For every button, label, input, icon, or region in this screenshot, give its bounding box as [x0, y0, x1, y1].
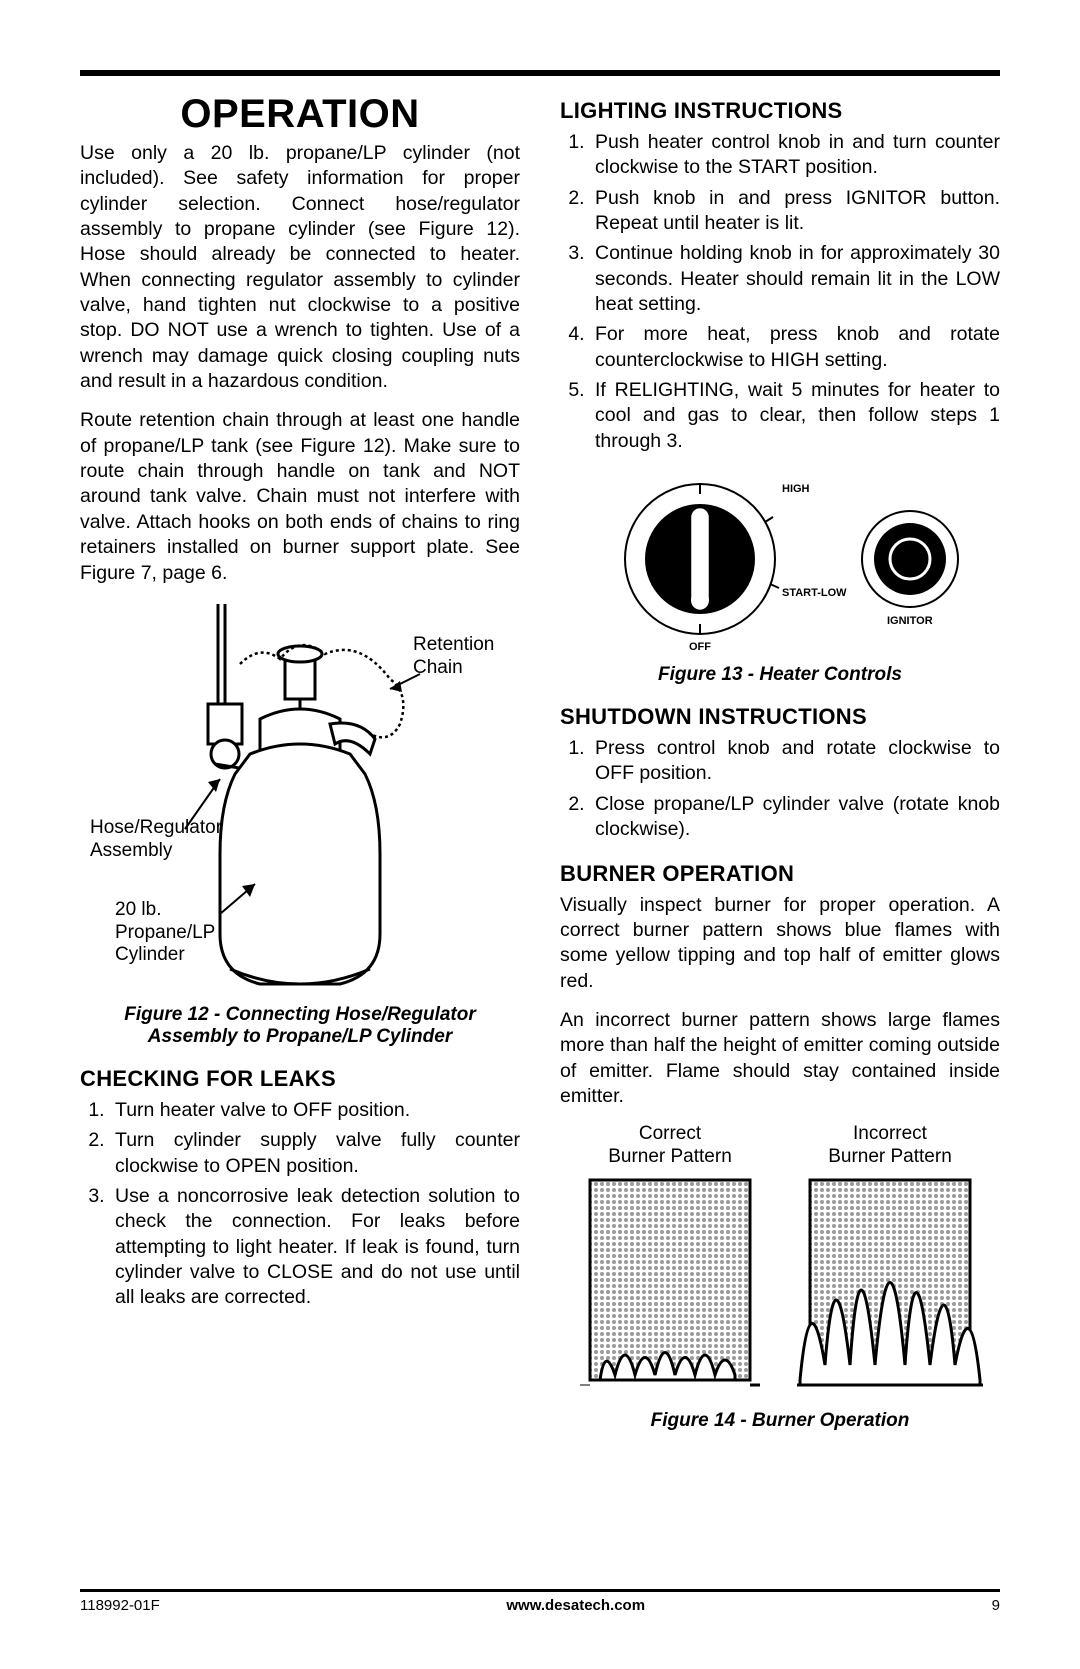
figure-13-caption: Figure 13 - Heater Controls	[560, 664, 1000, 686]
shutdown-item: Close propane/LP cylinder valve (rotate …	[590, 792, 1000, 843]
label-startlow: START-LOW	[782, 587, 847, 599]
label-retention-chain: RetentionChain	[413, 634, 494, 680]
page-footer: 118992-01F www.desatech.com 9	[80, 1589, 1000, 1614]
shutdown-list: Press control knob and rotate clockwise …	[560, 736, 1000, 842]
left-column: OPERATION Use only a 20 lb. propane/LP c…	[80, 92, 520, 1448]
lighting-item: If RELIGHTING, wait 5 minutes for heater…	[590, 378, 1000, 454]
intro-p1: Use only a 20 lb. propane/LP cylinder (n…	[80, 141, 520, 394]
label-hose-regulator: Hose/RegulatorAssembly	[90, 817, 222, 863]
correct-burner-diagram	[575, 1175, 765, 1395]
footer-pagenum: 9	[992, 1597, 1000, 1614]
figure-12-caption: Figure 12 - Connecting Hose/Regulator As…	[80, 1004, 520, 1048]
top-rule	[80, 70, 1000, 76]
lighting-item: Push knob in and press IGNITOR button. R…	[590, 186, 1000, 237]
leaks-item: Use a noncorrosive leak detection soluti…	[110, 1184, 520, 1311]
right-column: LIGHTING INSTRUCTIONS Push heater contro…	[560, 92, 1000, 1448]
heater-controls-diagram: HIGH START-LOW OFF IGNITOR	[570, 474, 990, 654]
incorrect-burner-diagram	[795, 1175, 985, 1395]
lighting-heading: LIGHTING INSTRUCTIONS	[560, 98, 1000, 124]
shutdown-heading: SHUTDOWN INSTRUCTIONS	[560, 704, 1000, 730]
lighting-item: For more heat, press knob and rotate cou…	[590, 322, 1000, 373]
figure-12: RetentionChain Hose/RegulatorAssembly 20…	[90, 604, 510, 994]
leaks-item: Turn cylinder supply valve fully counter…	[110, 1128, 520, 1179]
leaks-item: Turn heater valve to OFF position.	[110, 1098, 520, 1123]
leaks-list: Turn heater valve to OFF position. Turn …	[80, 1098, 520, 1311]
shutdown-item: Press control knob and rotate clockwise …	[590, 736, 1000, 787]
burner-heading: BURNER OPERATION	[560, 861, 1000, 887]
footer-url: www.desatech.com	[506, 1597, 645, 1614]
leaks-heading: CHECKING FOR LEAKS	[80, 1066, 520, 1092]
lighting-item: Push heater control knob in and turn cou…	[590, 130, 1000, 181]
burner-p2: An incorrect burner pattern shows large …	[560, 1008, 1000, 1109]
figure-14-caption: Figure 14 - Burner Operation	[560, 1410, 1000, 1432]
correct-burner-label: CorrectBurner Pattern	[575, 1123, 765, 1169]
lighting-list: Push heater control knob in and turn cou…	[560, 130, 1000, 454]
burner-p1: Visually inspect burner for proper opera…	[560, 893, 1000, 994]
content-columns: OPERATION Use only a 20 lb. propane/LP c…	[80, 92, 1000, 1448]
incorrect-burner-label: IncorrectBurner Pattern	[795, 1123, 985, 1169]
label-ignitor: IGNITOR	[887, 615, 933, 627]
figure-13: HIGH START-LOW OFF IGNITOR	[570, 474, 990, 654]
page-title: OPERATION	[80, 92, 520, 137]
label-cylinder: 20 lb.Propane/LPCylinder	[115, 899, 215, 967]
lighting-item: Continue holding knob in for approximate…	[590, 241, 1000, 317]
label-high: HIGH	[782, 483, 810, 495]
figure-14: CorrectBurner Pattern	[560, 1123, 1000, 1400]
label-off: OFF	[689, 641, 711, 653]
intro-p2: Route retention chain through at least o…	[80, 408, 520, 585]
footer-docnum: 118992-01F	[80, 1597, 160, 1614]
